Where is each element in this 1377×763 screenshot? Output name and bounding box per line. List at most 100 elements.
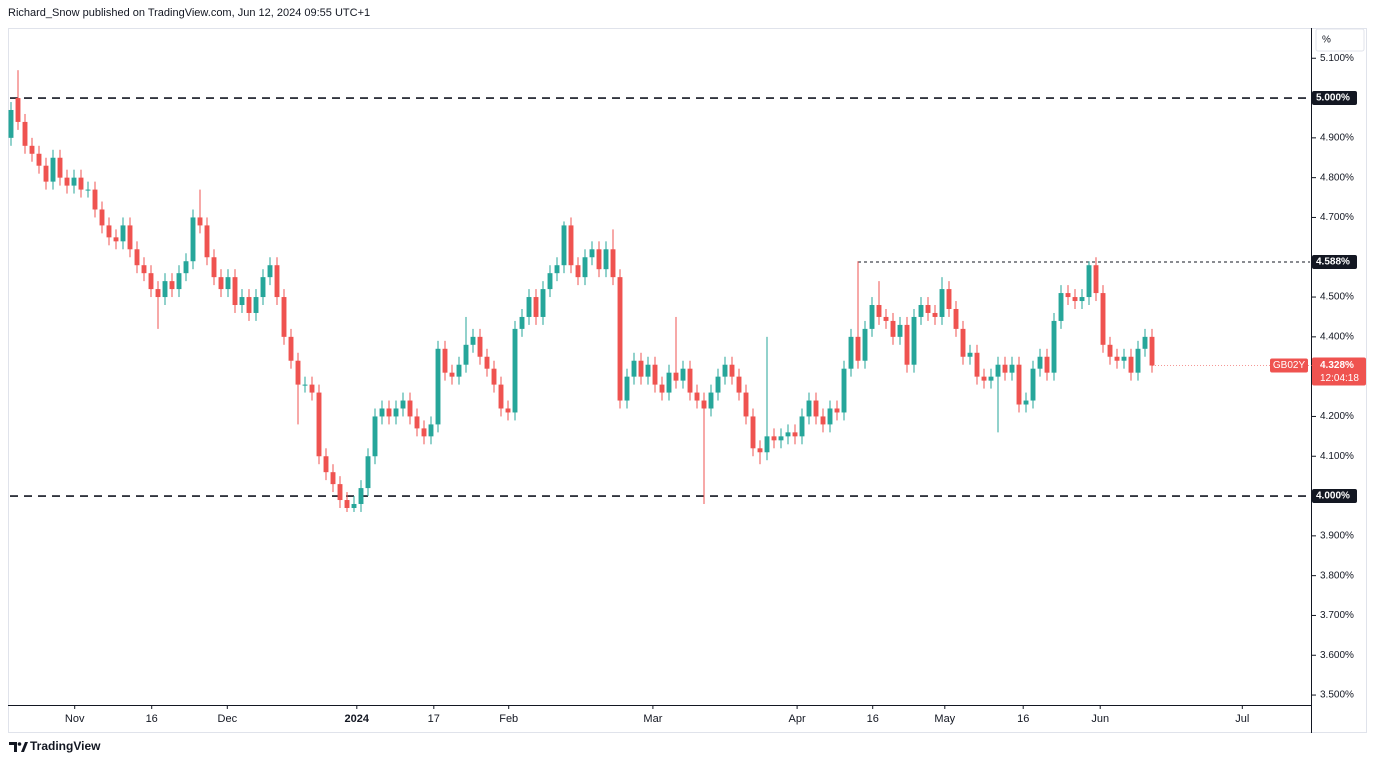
candle-body	[981, 376, 987, 381]
level-label: 5.000%	[1316, 93, 1350, 104]
candle-body	[351, 504, 357, 508]
candle-body	[778, 436, 784, 441]
unit-box[interactable]	[1315, 28, 1365, 52]
y-tick-label: 4.100%	[1320, 451, 1354, 462]
y-tick-label: 4.500%	[1320, 292, 1354, 303]
candle-body	[1121, 356, 1127, 361]
candle-body	[64, 177, 70, 186]
candle-body	[85, 189, 91, 191]
candle-body	[400, 400, 406, 409]
y-tick-label: 4.700%	[1320, 212, 1354, 223]
unit-label: %	[1322, 35, 1331, 46]
candle-body	[617, 277, 623, 401]
candle-body	[337, 484, 343, 501]
candle-body	[253, 297, 259, 313]
candle-body	[519, 316, 525, 329]
candle-body	[575, 265, 581, 278]
x-tick-label: May	[934, 713, 955, 725]
candle-body	[246, 297, 252, 313]
candle-body	[36, 153, 42, 166]
candle-body	[211, 257, 217, 278]
candle-body	[113, 237, 119, 242]
candle-body	[757, 448, 763, 453]
candle-body	[666, 372, 672, 393]
y-tick-label: 4.900%	[1320, 132, 1354, 143]
candle-body	[470, 336, 476, 345]
candle-body	[645, 364, 651, 377]
candle-body	[1093, 265, 1099, 294]
candle-body	[43, 165, 49, 182]
candle-body	[722, 364, 728, 377]
candle-body	[1079, 297, 1085, 302]
candle-body	[603, 249, 609, 270]
candle-body	[1009, 364, 1015, 373]
candle-body	[183, 261, 189, 274]
candle-body	[820, 416, 826, 425]
x-tick-label: 16	[867, 713, 879, 725]
candle-body	[8, 109, 14, 138]
candle-body	[456, 364, 462, 377]
last-price-box	[1312, 357, 1366, 386]
y-tick-label: 3.700%	[1320, 610, 1354, 621]
candle-body	[449, 372, 455, 377]
candle-body	[582, 257, 588, 278]
candle-body	[589, 249, 595, 258]
candle-body	[1086, 265, 1092, 298]
candles	[8, 70, 1155, 512]
candle-body	[729, 364, 735, 377]
candle-body	[176, 273, 182, 290]
candle-body	[1100, 293, 1106, 345]
candle-body	[596, 249, 602, 270]
candle-body	[148, 273, 154, 290]
candle-body	[1107, 344, 1113, 357]
candle-body	[323, 456, 329, 473]
candle-body	[190, 217, 196, 262]
candle-body	[540, 289, 546, 317]
candle-body	[15, 98, 21, 122]
candle-body	[771, 436, 777, 441]
candle-body	[568, 225, 574, 266]
candle-body	[29, 145, 35, 154]
candle-body	[218, 277, 224, 290]
candle-body	[512, 328, 518, 413]
candle-body	[659, 384, 665, 393]
candle-body	[120, 225, 126, 242]
candle-body	[1114, 356, 1120, 361]
candle-body	[428, 424, 434, 437]
candle-body	[274, 265, 280, 298]
candle-body	[925, 305, 931, 313]
level-box	[1312, 255, 1357, 270]
level-label: 4.000%	[1316, 491, 1350, 502]
x-tick-label: Apr	[789, 713, 806, 725]
candle-body	[631, 360, 637, 377]
x-tick-label: Nov	[65, 713, 85, 725]
candle-body	[155, 289, 161, 298]
y-tick-label: 4.200%	[1320, 411, 1354, 422]
candle-body	[687, 368, 693, 393]
x-tick-label: 16	[1017, 713, 1029, 725]
candle-body	[316, 392, 322, 457]
candle-body	[162, 281, 168, 298]
candle-body	[967, 352, 973, 357]
candle-body	[610, 249, 616, 278]
countdown-label: 12:04:18	[1320, 373, 1359, 384]
header: Richard_Snow published on TradingView.co…	[8, 7, 370, 19]
candle-body	[806, 400, 812, 417]
candle-body	[204, 225, 210, 258]
candle-body	[841, 368, 847, 413]
candle-body	[1065, 293, 1071, 298]
candle-body	[1135, 348, 1141, 373]
candle-body	[736, 376, 742, 393]
candle-body	[988, 376, 994, 381]
candle-body	[197, 217, 203, 226]
candle-body	[141, 265, 147, 274]
candle-body	[750, 416, 756, 449]
candle-body	[904, 324, 910, 365]
candle-body	[946, 289, 952, 309]
x-tick-label: Jun	[1091, 713, 1109, 725]
level-box	[1312, 91, 1357, 106]
candle-body	[407, 400, 413, 417]
candle-body	[372, 416, 378, 457]
x-tick-label: 17	[428, 713, 440, 725]
